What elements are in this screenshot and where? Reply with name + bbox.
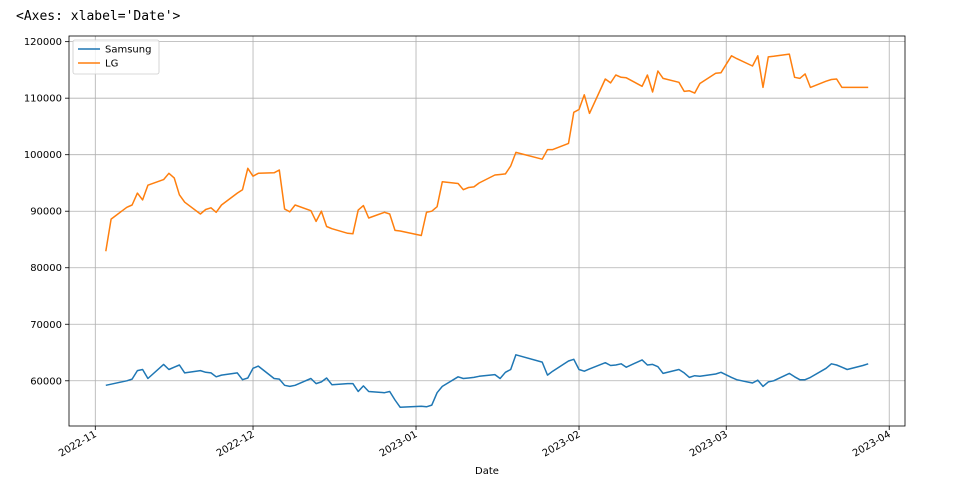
- x-axis-label: Date: [475, 466, 499, 477]
- x-tick-label: 2022-11: [57, 429, 99, 459]
- x-tick-label: 2022-12: [215, 429, 257, 459]
- y-tick-label: 120000: [24, 37, 62, 48]
- y-axis-ticks: 60000 70000 80000 90000 100000 110000 120000: [24, 37, 69, 387]
- y-tick-label: 90000: [30, 207, 62, 218]
- y-tick-label: 60000: [30, 376, 62, 387]
- plot-frame: [68, 35, 906, 427]
- series-line-samsung: [105, 354, 869, 409]
- x-tick-label: 2023-02: [541, 429, 583, 459]
- x-tick-label: 2023-03: [688, 429, 730, 459]
- y-tick-label: 110000: [24, 94, 62, 105]
- legend: Samsung LG: [72, 39, 160, 75]
- legend-label-lg: LG: [105, 59, 118, 70]
- y-tick-label: 100000: [24, 150, 62, 161]
- cell-output-header: <Axes: xlabel='Date'>: [16, 9, 181, 24]
- x-tick-label: 2023-04: [851, 429, 893, 459]
- y-tick-label: 80000: [30, 263, 62, 274]
- y-tick-label: 70000: [30, 320, 62, 331]
- x-axis-ticks: 2022-11 2022-12 2023-01 2023-02 2023-03 2023-…: [57, 426, 893, 459]
- series-line-lg: [105, 53, 869, 252]
- legend-label-samsung: Samsung: [105, 45, 151, 56]
- x-tick-label: 2023-01: [378, 429, 420, 459]
- grid-lines: [69, 36, 905, 426]
- series-lines: [105, 53, 869, 409]
